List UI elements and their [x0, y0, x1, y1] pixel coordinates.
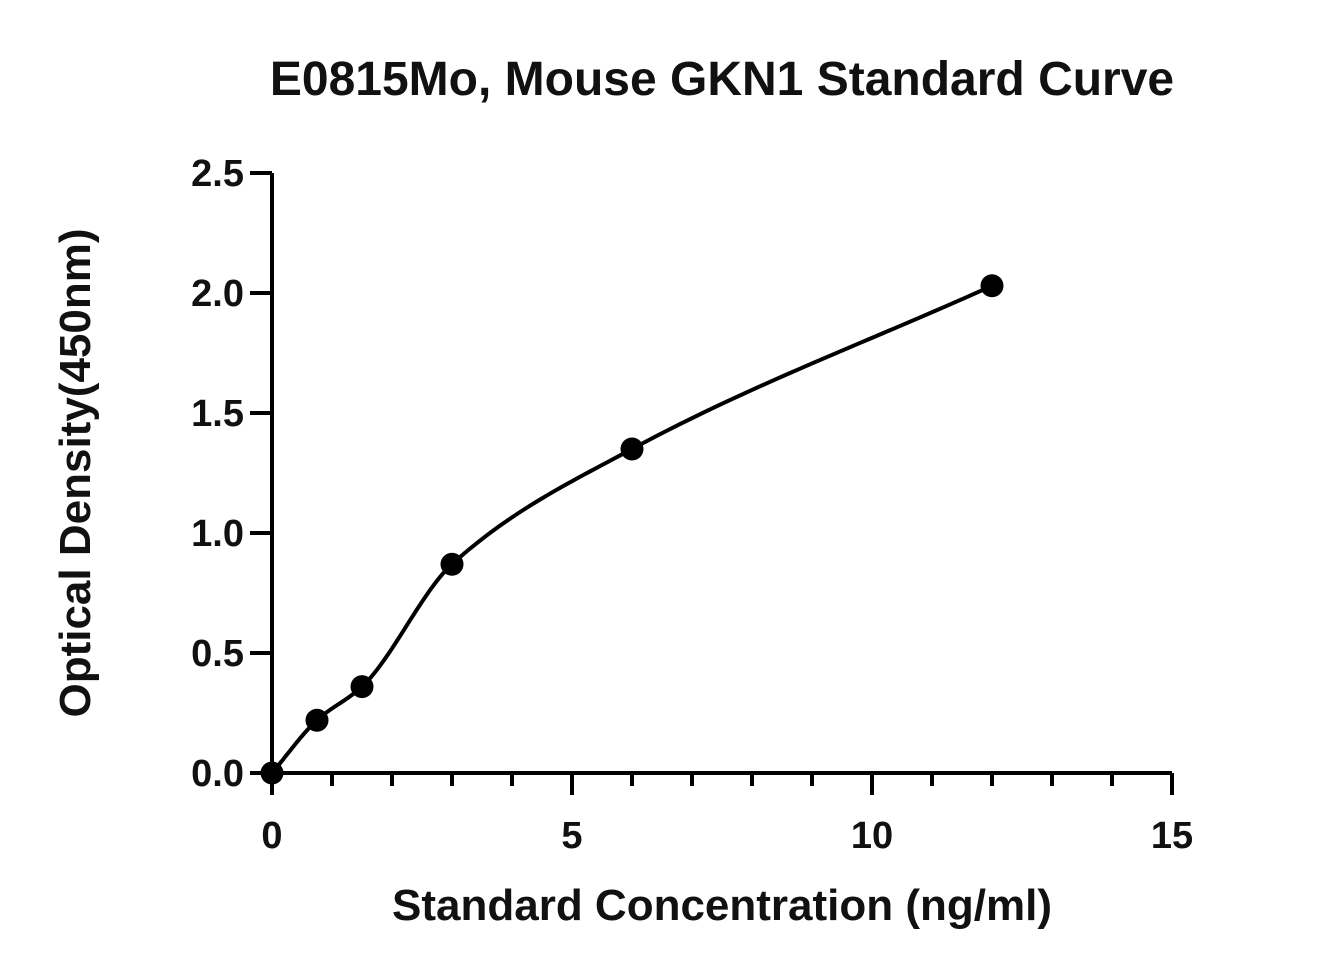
axes: 0.0 0.5 1.0 1.5 2.0 2.5 0 5 10 15 — [191, 153, 1193, 857]
data-point — [440, 552, 464, 576]
data-points — [260, 274, 1004, 785]
x-tick-label: 0 — [261, 815, 282, 857]
fit-curve — [270, 283, 993, 775]
fit-curve-layer — [270, 283, 993, 775]
y-tick-label: 2.0 — [191, 273, 244, 315]
y-tick-label: 1.5 — [191, 393, 244, 435]
x-tick-label: 15 — [1151, 815, 1193, 857]
data-point — [260, 761, 284, 785]
y-axis-label: Optical Density(450nm) — [51, 228, 100, 717]
data-point — [620, 437, 644, 461]
data-point — [305, 708, 329, 732]
y-tick-label: 0.5 — [191, 633, 244, 675]
chart-title: E0815Mo, Mouse GKN1 Standard Curve — [270, 53, 1174, 106]
x-axis-label: Standard Concentration (ng/ml) — [392, 881, 1052, 930]
x-tick-label: 10 — [851, 815, 893, 857]
y-tick-label: 1.0 — [191, 513, 244, 555]
data-point — [350, 675, 374, 699]
x-tick-label: 5 — [561, 815, 582, 857]
data-point — [980, 274, 1004, 298]
y-tick-label: 0.0 — [191, 753, 244, 795]
y-tick-label: 2.5 — [191, 153, 244, 195]
